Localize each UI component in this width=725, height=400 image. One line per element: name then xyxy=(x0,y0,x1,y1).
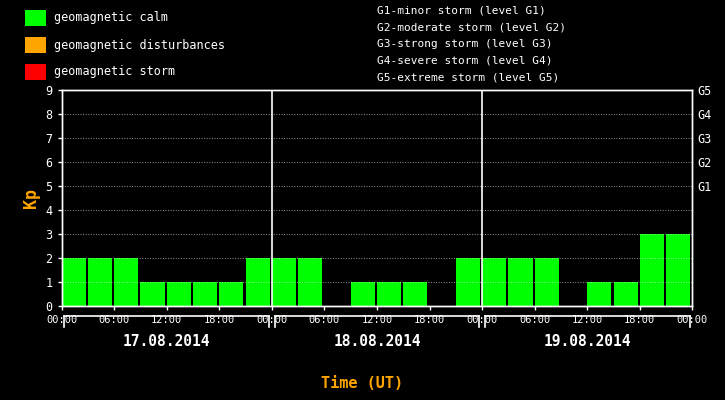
Bar xyxy=(25,37,46,53)
Bar xyxy=(246,258,270,306)
Text: Time (UT): Time (UT) xyxy=(321,376,404,391)
Bar xyxy=(62,258,86,306)
Y-axis label: Kp: Kp xyxy=(22,188,40,208)
Bar xyxy=(272,258,296,306)
Text: G5-extreme storm (level G5): G5-extreme storm (level G5) xyxy=(377,72,559,82)
Bar xyxy=(403,282,428,306)
Bar xyxy=(456,258,480,306)
Text: G2-moderate storm (level G2): G2-moderate storm (level G2) xyxy=(377,22,566,32)
Bar xyxy=(613,282,638,306)
Text: G1-minor storm (level G1): G1-minor storm (level G1) xyxy=(377,6,546,16)
Bar xyxy=(482,258,506,306)
Bar xyxy=(167,282,191,306)
Bar xyxy=(115,258,138,306)
Text: geomagnetic disturbances: geomagnetic disturbances xyxy=(54,38,225,52)
Text: geomagnetic storm: geomagnetic storm xyxy=(54,66,175,78)
Bar xyxy=(25,64,46,80)
Text: G4-severe storm (level G4): G4-severe storm (level G4) xyxy=(377,56,552,66)
Bar xyxy=(377,282,401,306)
Bar xyxy=(25,10,46,26)
Bar xyxy=(508,258,533,306)
Bar xyxy=(587,282,611,306)
Bar xyxy=(639,234,664,306)
Bar xyxy=(141,282,165,306)
Text: 19.08.2014: 19.08.2014 xyxy=(544,334,631,350)
Bar xyxy=(534,258,559,306)
Bar xyxy=(219,282,244,306)
Bar xyxy=(692,234,716,306)
Text: 17.08.2014: 17.08.2014 xyxy=(123,334,210,350)
Text: geomagnetic calm: geomagnetic calm xyxy=(54,12,168,24)
Bar xyxy=(298,258,323,306)
Text: 18.08.2014: 18.08.2014 xyxy=(334,334,420,350)
Bar xyxy=(193,282,218,306)
Bar xyxy=(351,282,375,306)
Bar xyxy=(666,234,690,306)
Text: G3-strong storm (level G3): G3-strong storm (level G3) xyxy=(377,39,552,49)
Bar xyxy=(88,258,112,306)
